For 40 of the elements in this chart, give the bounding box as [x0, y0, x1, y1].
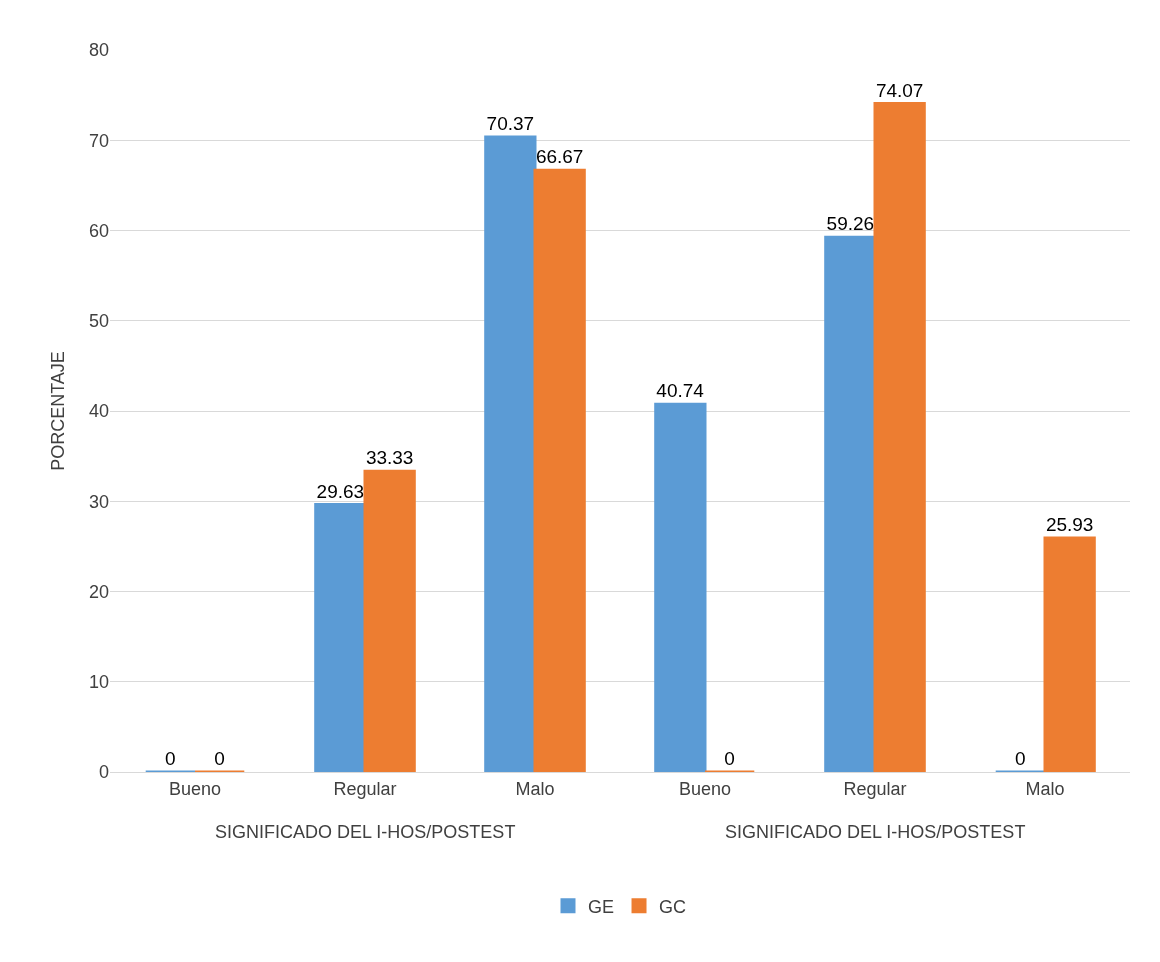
y-tick-label: 80 — [88, 40, 109, 61]
bar — [314, 503, 367, 772]
x-tick-label: Malo — [1025, 778, 1065, 799]
y-tick-label: 20 — [88, 581, 109, 602]
data-label: 25.93 — [1045, 513, 1094, 535]
y-tick-label: 30 — [88, 491, 109, 512]
text: SIGNIFICADO DEL I-HOS/POSTEST — [215, 822, 516, 842]
bar — [654, 402, 707, 772]
data-label: 0 — [724, 748, 735, 769]
y-tick-label: 40 — [88, 401, 109, 422]
data-label: 70.37 — [486, 112, 535, 134]
y-tick-label: 70 — [88, 130, 109, 151]
data-label: 0 — [165, 748, 176, 769]
bar — [484, 135, 537, 772]
y-tick-label: 0 — [98, 762, 109, 783]
x-tick-label: Bueno — [168, 778, 222, 799]
data-label: 66.67 — [535, 146, 584, 168]
bar — [873, 102, 926, 772]
x-tick-label: Regular — [333, 778, 397, 799]
x-tick-label: Malo — [515, 778, 555, 799]
data-label: 33.33 — [365, 447, 414, 469]
legend-label: GE — [588, 896, 615, 917]
bar — [363, 469, 416, 772]
y-axis-title: PORCENTAJE — [48, 351, 68, 471]
data-label: 0 — [1015, 748, 1026, 769]
data-label: 0 — [214, 748, 225, 769]
y-tick-label: 10 — [88, 672, 109, 693]
data-label: 74.07 — [875, 79, 924, 101]
text: SIGNIFICADO DEL I-HOS/POSTEST — [725, 822, 1026, 842]
bar — [824, 235, 877, 772]
bar — [533, 168, 586, 772]
y-tick-label: 50 — [88, 311, 109, 332]
data-label: 29.63 — [316, 480, 365, 502]
y-tick-label: 60 — [88, 220, 109, 241]
x-tick-label: Regular — [843, 778, 907, 799]
x-tick-label: Bueno — [678, 778, 732, 799]
bar — [1043, 536, 1096, 772]
legend-label: GC — [659, 896, 687, 917]
data-label: 40.74 — [656, 380, 705, 402]
data-label: 59.26 — [826, 213, 875, 235]
